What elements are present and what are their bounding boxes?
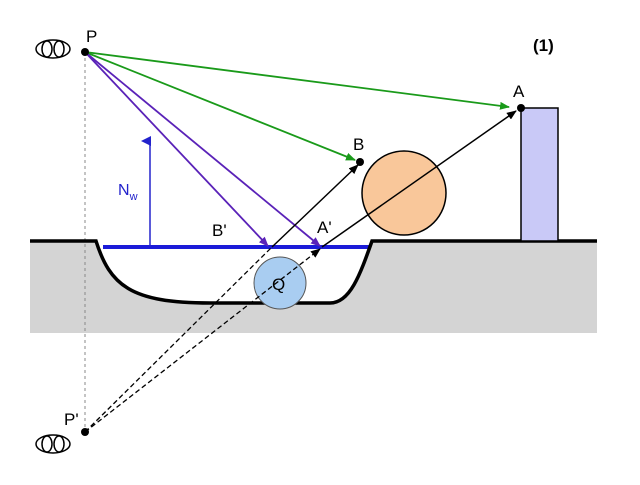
label-a-prime: A' bbox=[317, 218, 332, 237]
small-sphere-q bbox=[253, 256, 307, 310]
reflected-ray-to-a bbox=[321, 110, 517, 248]
point-p-prime bbox=[81, 428, 89, 436]
large-sphere bbox=[361, 150, 447, 236]
label-p-prime: P' bbox=[64, 410, 79, 429]
label-normal-n: N bbox=[118, 182, 130, 199]
label-q: Q bbox=[272, 275, 285, 294]
dashed-ray-p-prime-to-b-prime bbox=[84, 246, 273, 433]
dashed-ray-p-prime-to-a-prime bbox=[84, 248, 321, 433]
tall-box bbox=[520, 107, 559, 242]
label-a: A bbox=[513, 82, 525, 101]
point-b bbox=[356, 158, 364, 166]
ray-p-to-b-prime bbox=[84, 51, 269, 247]
ray-p-to-b bbox=[84, 51, 356, 161]
point-p bbox=[81, 48, 89, 56]
label-p: P bbox=[86, 27, 97, 46]
ray-p-to-a-prime bbox=[84, 51, 321, 247]
reflected-ray-to-b bbox=[271, 164, 359, 248]
ray-p-to-a bbox=[84, 51, 510, 110]
ground bbox=[30, 241, 597, 333]
eye-icon bbox=[35, 434, 71, 454]
label-b: B bbox=[353, 135, 364, 154]
label-b-prime: B' bbox=[212, 221, 227, 240]
point-a bbox=[517, 104, 525, 112]
figure-number: (1) bbox=[533, 36, 554, 55]
label-normal-sub: w bbox=[129, 191, 138, 203]
label-normal: Nw bbox=[118, 182, 138, 203]
terrain-outline bbox=[30, 239, 597, 305]
eye-icon bbox=[35, 39, 71, 59]
